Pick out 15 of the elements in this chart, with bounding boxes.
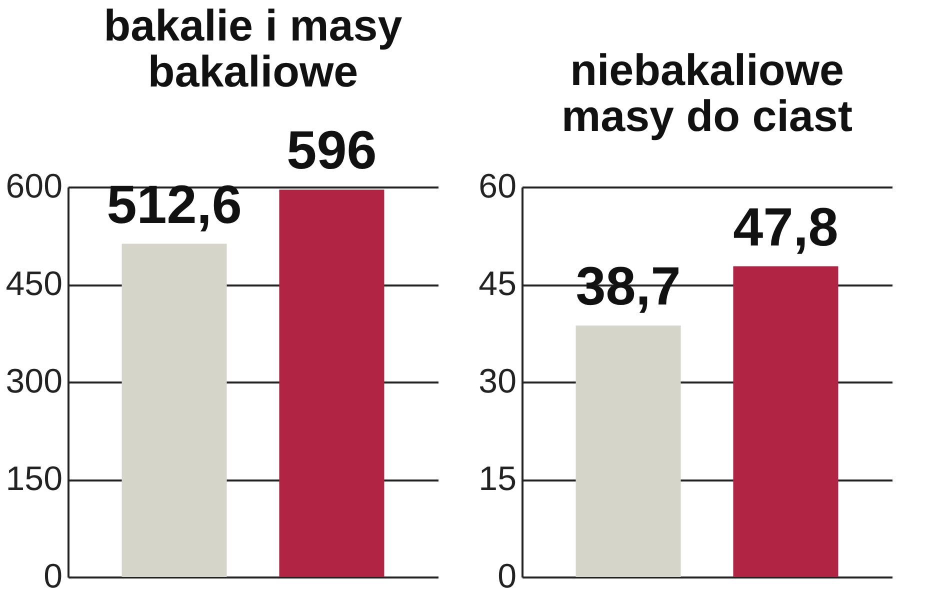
chart-title: bakalie i masy bakaliowe: [104, 2, 403, 97]
y-tick-label: 450: [6, 265, 62, 303]
y-tick-label: 60: [478, 168, 516, 206]
data-label: 47,8: [733, 197, 838, 258]
chart-title: niebakaliowe masy do ciast: [561, 46, 853, 141]
y-tick-label: 150: [6, 460, 62, 498]
y-tick-label: 0: [44, 558, 62, 593]
data-label: 512,6: [106, 174, 242, 235]
y-tick-label: 300: [6, 362, 62, 400]
y-tick-label: 15: [478, 460, 516, 498]
y-tick-label: 600: [6, 168, 62, 206]
data-label: 596: [286, 120, 377, 181]
y-tick-label: 30: [478, 362, 516, 400]
y-tick-label: 0: [498, 558, 516, 593]
y-tick-label: 45: [478, 265, 516, 303]
